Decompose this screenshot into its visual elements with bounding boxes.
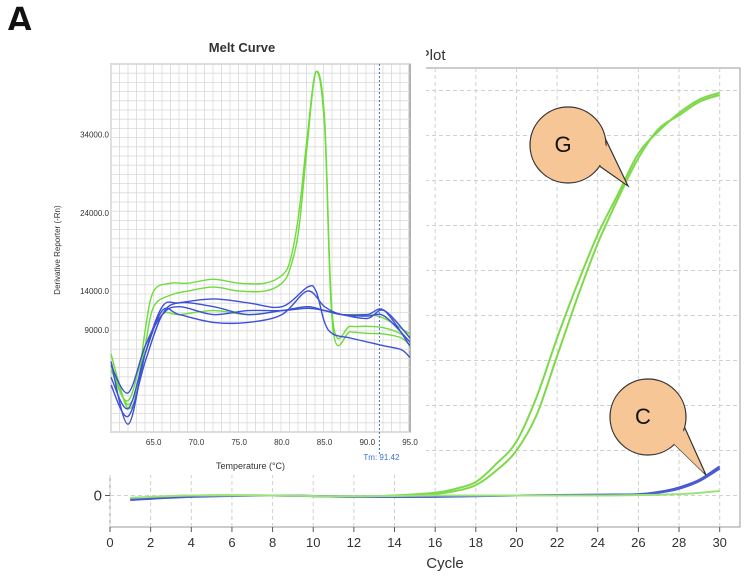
x-tick-label: 16 bbox=[428, 535, 442, 550]
inset-x-tick-label: 95.0 bbox=[402, 438, 418, 447]
callout-g-bubble bbox=[529, 106, 607, 184]
callout-g-label: G bbox=[554, 132, 571, 157]
inset-x-tick-label: 65.0 bbox=[146, 438, 162, 447]
inset-x-tick-label: 90.0 bbox=[359, 438, 375, 447]
melt-series-line bbox=[110, 290, 411, 410]
callout-c-joint bbox=[668, 428, 704, 473]
callout-g-joint bbox=[596, 142, 626, 184]
melt-series-line bbox=[110, 70, 411, 410]
inset-x-tick-label: 80.0 bbox=[274, 438, 290, 447]
x-tick-label: 2 bbox=[147, 535, 154, 550]
x-tick-label: 4 bbox=[188, 535, 195, 550]
inset-x-tick-label: 70.0 bbox=[189, 438, 205, 447]
x-tick-label: 6 bbox=[228, 535, 235, 550]
inset-y-axis-label: Derivative Reporter (-Rn) bbox=[53, 205, 62, 295]
inset-y-tick-label: 9000.0 bbox=[85, 326, 110, 335]
x-tick-label: 14 bbox=[387, 535, 401, 550]
inset-y-tick-label: 14000.0 bbox=[80, 287, 109, 296]
inset-title: Melt Curve bbox=[209, 40, 275, 55]
x-tick-label: 18 bbox=[469, 535, 483, 550]
x-tick-label: 0 bbox=[106, 535, 113, 550]
inset-x-tick-label: 85.0 bbox=[317, 438, 333, 447]
inset-y-tick-label: 24000.0 bbox=[80, 209, 109, 218]
x-tick-label: 22 bbox=[550, 535, 564, 550]
inset-x-tick-label: 75.0 bbox=[231, 438, 247, 447]
melt-curve-inset: 65.0 70.0 75.0 80.0 85.0 90.0 95.0 9000.0 14000.… bbox=[0, 30, 426, 475]
melt-series-line bbox=[110, 305, 411, 394]
melt-series-line bbox=[110, 301, 411, 418]
x-tick-label: 12 bbox=[347, 535, 361, 550]
amplification-series-line bbox=[130, 490, 720, 499]
melt-series-line bbox=[110, 284, 411, 425]
x-tick-label: 30 bbox=[712, 535, 726, 550]
x-tick-label: 28 bbox=[672, 535, 686, 550]
x-axis-label: Cycle bbox=[426, 555, 464, 572]
x-tick-label: 24 bbox=[591, 535, 605, 550]
y-tick-label: 0 bbox=[94, 488, 102, 505]
tm-marker-label: Tm: 91.42 bbox=[363, 453, 400, 462]
x-tick-label: 10 bbox=[306, 535, 320, 550]
inset-x-axis-label: Temperature (°C) bbox=[216, 461, 285, 471]
x-tick-label: 20 bbox=[509, 535, 523, 550]
callout-c-label: C bbox=[635, 404, 651, 429]
x-tick-label: 26 bbox=[631, 535, 645, 550]
inset-y-tick-label: 34000.0 bbox=[80, 130, 109, 139]
x-tick-label: 8 bbox=[269, 535, 276, 550]
callouts: GC bbox=[529, 106, 707, 476]
callout-c-bubble bbox=[609, 378, 687, 456]
